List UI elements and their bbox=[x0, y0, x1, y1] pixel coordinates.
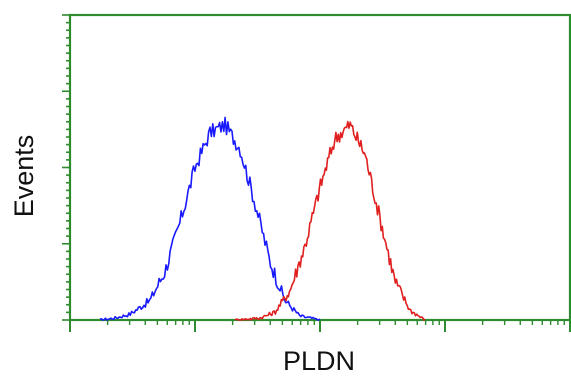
axes bbox=[62, 13, 571, 332]
histogram-series-1 bbox=[99, 116, 321, 321]
x-axis-label: PLDN bbox=[283, 346, 355, 376]
y-axis-label: Events bbox=[9, 135, 39, 218]
series-layer bbox=[99, 116, 426, 321]
histogram-series-2 bbox=[234, 120, 426, 321]
plot-frame bbox=[68, 13, 571, 322]
